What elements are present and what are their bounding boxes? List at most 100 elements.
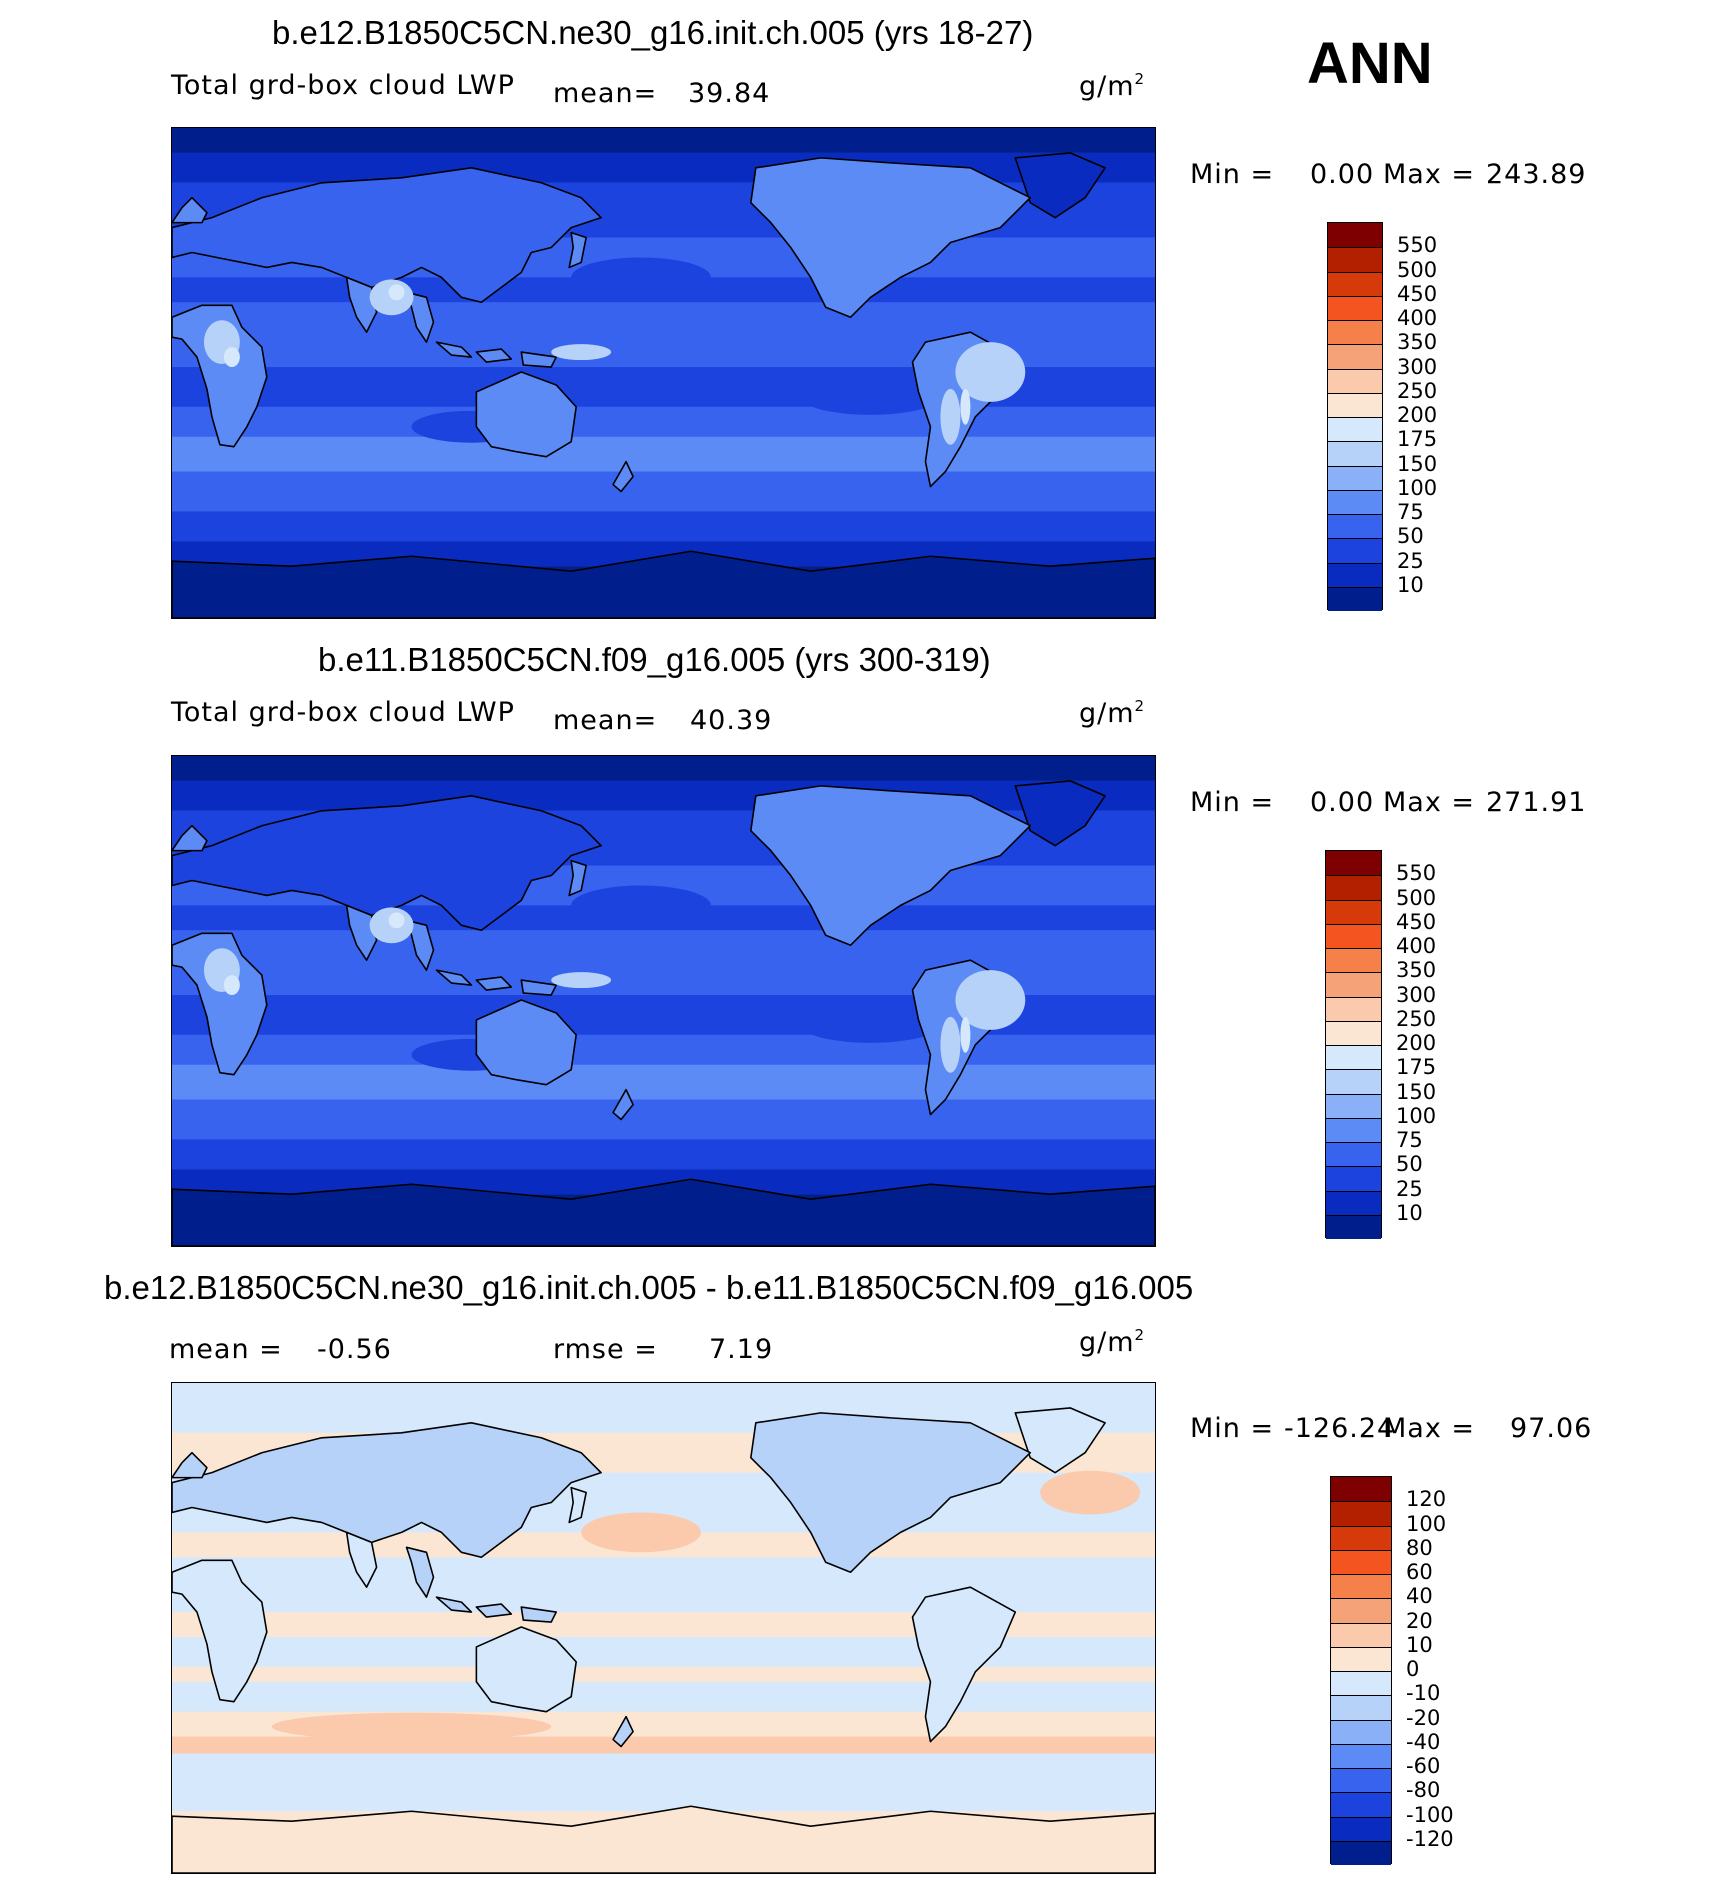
colorbar-segment [1331, 1719, 1391, 1744]
colorbar-tick-label: 175 [1396, 1055, 1437, 1080]
colorbar-segment [1331, 1695, 1391, 1720]
colorbar-tick-label: 550 [1396, 861, 1437, 886]
colorbar-tick-label: -20 [1406, 1705, 1441, 1730]
colorbar-segment [1328, 271, 1382, 296]
colorbar-tick-label: -60 [1406, 1754, 1441, 1778]
colorbar-segment [1326, 875, 1381, 900]
colorbar-tick-label: 350 [1396, 958, 1437, 983]
colorbar-segment [1326, 1117, 1381, 1142]
colorbar-tick-label: 450 [1397, 281, 1438, 306]
colorbar-segment [1331, 1598, 1391, 1623]
colorbar-segment [1328, 417, 1382, 442]
colorbar-segment [1326, 851, 1381, 876]
colorbar-segment [1328, 489, 1382, 514]
panel-top-min-label: Min = [1190, 159, 1275, 190]
panel-top-units: g/m2 [1079, 70, 1146, 102]
panel-diff-units: g/m2 [1079, 1326, 1146, 1358]
colorbar-segment [1328, 295, 1382, 320]
panel-middle-variable: Total grd-box cloud LWP [171, 697, 515, 728]
colorbar-segment [1331, 1646, 1391, 1671]
colorbar-segment [1328, 368, 1382, 393]
colorbar-segment [1331, 1549, 1391, 1574]
colorbar-box [1330, 1476, 1392, 1865]
colorbar-tick-label: 25 [1397, 548, 1424, 573]
panel-top-title: b.e12.B1850C5CN.ne30_g16.init.ch.005 (yr… [272, 14, 1034, 51]
colorbar-tick-label: 200 [1397, 403, 1438, 427]
panel-diff-max-value: 97.06 [1510, 1413, 1593, 1444]
colorbar-segment [1326, 1045, 1381, 1070]
panel-middle-max-label: Max = [1383, 787, 1476, 818]
colorbar-segment [1326, 1142, 1381, 1167]
colorbar-segment [1331, 1743, 1391, 1768]
colorbar-tick-label: 75 [1396, 1128, 1423, 1152]
panel-middle-title: b.e11.B1850C5CN.f09_g16.005 (yrs 300-319… [318, 641, 991, 678]
panel-diff-mean-label: mean = [169, 1334, 283, 1365]
colorbar-segment [1331, 1792, 1391, 1817]
colorbar-tick-label: 450 [1396, 909, 1437, 934]
colorbar-box [1325, 850, 1382, 1239]
colorbar-segment [1326, 972, 1381, 997]
colorbar-tick-label: 400 [1397, 306, 1438, 330]
colorbar-tick-label: 20 [1406, 1608, 1433, 1633]
panel-middle-mean-label: mean= [553, 705, 658, 736]
colorbar-tick-label: -40 [1406, 1729, 1441, 1754]
colorbar-tick-label: 75 [1397, 500, 1424, 524]
colorbar-tick-label: 150 [1396, 1079, 1437, 1104]
panel-diff-map [171, 1382, 1156, 1874]
colorbar-tick-label: 80 [1406, 1535, 1433, 1560]
colorbar-tick-label: 400 [1396, 934, 1437, 958]
colorbar-segment [1331, 1840, 1391, 1865]
panel-diff-colorbar: 120 100 80 60 40 20 10 0 -10 -20 -40 -60 -80 -100 -120 [1330, 1476, 1454, 1865]
panel-top-max-label: Max = [1383, 159, 1476, 190]
colorbar-segment [1326, 1093, 1381, 1118]
panel-middle-min-value: 0.00 [1310, 787, 1375, 818]
colorbar-tick-label: 100 [1406, 1511, 1447, 1536]
colorbar-tick-label: 175 [1397, 427, 1438, 452]
panel-diff-title: b.e12.B1850C5CN.ne30_g16.init.ch.005 - b… [104, 1269, 1194, 1306]
map-plot [172, 128, 1155, 618]
colorbar-segment [1328, 441, 1382, 466]
colorbar-tick-label: 25 [1396, 1176, 1423, 1201]
colorbar-segment [1331, 1622, 1391, 1647]
colorbar-tick-label: 200 [1396, 1031, 1437, 1055]
colorbar-tick-label: 100 [1396, 1103, 1437, 1128]
panel-top-colorbar: 550 500 450 400 350 300 250 200 175 150 100 75 50 25 1… [1327, 222, 1437, 611]
colorbar-tick-label: 300 [1397, 354, 1438, 379]
colorbar-tick-label: 550 [1397, 233, 1438, 258]
panel-top-mean-label: mean= [553, 78, 658, 109]
panel-middle-max-value: 271.91 [1486, 787, 1587, 818]
panel-middle-map [171, 755, 1156, 1247]
colorbar-segment [1326, 899, 1381, 924]
colorbar-tick-label: 250 [1397, 378, 1438, 403]
colorbar-segment [1331, 1525, 1391, 1550]
colorbar-segment [1326, 1020, 1381, 1045]
colorbar-tick-label: 120 [1406, 1487, 1447, 1512]
colorbar-segment [1326, 923, 1381, 948]
colorbar-tick-label: -10 [1406, 1681, 1441, 1706]
season-label: ANN [1307, 31, 1433, 96]
colorbar-segment [1328, 223, 1382, 248]
colorbar-segment [1328, 514, 1382, 539]
map-plot [172, 1383, 1155, 1873]
colorbar-segment [1328, 247, 1382, 272]
colorbar-tick-label: 350 [1397, 330, 1438, 355]
colorbar-segment [1328, 538, 1382, 563]
colorbar-segment [1331, 1671, 1391, 1696]
colorbar-tick-label: 50 [1396, 1152, 1423, 1177]
colorbar-tick-label: 250 [1396, 1006, 1437, 1031]
colorbar-segment [1326, 948, 1381, 973]
panel-top-map [171, 127, 1156, 619]
panel-diff-max-label: Max = [1383, 1413, 1476, 1444]
panel-diff-rmse-label: rmse = [553, 1334, 658, 1365]
colorbar-segment [1326, 1166, 1381, 1191]
panel-diff-min-label: Min = [1190, 1413, 1275, 1444]
map-plot [172, 756, 1155, 1246]
panel-diff-rmse-value: 7.19 [709, 1334, 774, 1365]
colorbar-tick-label: 300 [1396, 982, 1437, 1007]
colorbar-segment [1328, 562, 1382, 587]
colorbar-tick-label: 500 [1397, 257, 1438, 282]
colorbar-segment [1331, 1816, 1391, 1841]
colorbar-segment [1328, 465, 1382, 490]
colorbar-tick-label: 60 [1406, 1560, 1433, 1584]
colorbar-segment [1331, 1501, 1391, 1526]
